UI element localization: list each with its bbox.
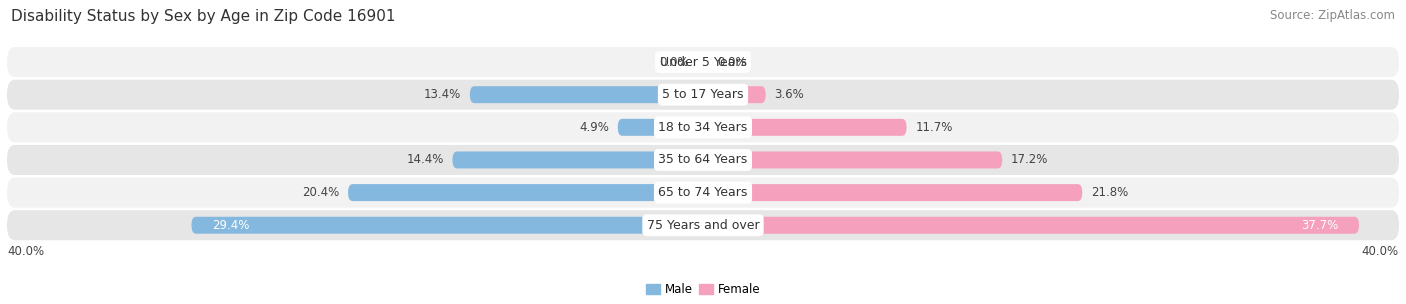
Text: 0.0%: 0.0%: [659, 56, 689, 68]
FancyBboxPatch shape: [7, 80, 1399, 110]
Text: Disability Status by Sex by Age in Zip Code 16901: Disability Status by Sex by Age in Zip C…: [11, 9, 395, 24]
Text: 18 to 34 Years: 18 to 34 Years: [658, 121, 748, 134]
Text: 21.8%: 21.8%: [1091, 186, 1128, 199]
FancyBboxPatch shape: [7, 112, 1399, 142]
FancyBboxPatch shape: [7, 210, 1399, 240]
Text: 11.7%: 11.7%: [915, 121, 953, 134]
FancyBboxPatch shape: [703, 86, 766, 103]
Text: Source: ZipAtlas.com: Source: ZipAtlas.com: [1270, 9, 1395, 22]
Text: 29.4%: 29.4%: [212, 219, 250, 232]
Text: 14.4%: 14.4%: [406, 154, 444, 167]
FancyBboxPatch shape: [703, 119, 907, 136]
Text: 65 to 74 Years: 65 to 74 Years: [658, 186, 748, 199]
Legend: Male, Female: Male, Female: [641, 278, 765, 301]
FancyBboxPatch shape: [453, 151, 703, 168]
FancyBboxPatch shape: [703, 217, 1360, 234]
Text: 0.0%: 0.0%: [717, 56, 747, 68]
FancyBboxPatch shape: [470, 86, 703, 103]
FancyBboxPatch shape: [7, 47, 1399, 77]
Text: 40.0%: 40.0%: [1362, 246, 1399, 258]
FancyBboxPatch shape: [617, 119, 703, 136]
Text: 37.7%: 37.7%: [1301, 219, 1339, 232]
FancyBboxPatch shape: [191, 217, 703, 234]
Text: Under 5 Years: Under 5 Years: [659, 56, 747, 68]
FancyBboxPatch shape: [703, 151, 1002, 168]
FancyBboxPatch shape: [7, 178, 1399, 208]
FancyBboxPatch shape: [349, 184, 703, 201]
Text: 75 Years and over: 75 Years and over: [647, 219, 759, 232]
Text: 4.9%: 4.9%: [579, 121, 609, 134]
Text: 40.0%: 40.0%: [7, 246, 44, 258]
Text: 5 to 17 Years: 5 to 17 Years: [662, 88, 744, 101]
Text: 13.4%: 13.4%: [423, 88, 461, 101]
FancyBboxPatch shape: [703, 184, 1083, 201]
Text: 20.4%: 20.4%: [302, 186, 339, 199]
Text: 35 to 64 Years: 35 to 64 Years: [658, 154, 748, 167]
Text: 17.2%: 17.2%: [1011, 154, 1049, 167]
Text: 3.6%: 3.6%: [775, 88, 804, 101]
FancyBboxPatch shape: [7, 145, 1399, 175]
